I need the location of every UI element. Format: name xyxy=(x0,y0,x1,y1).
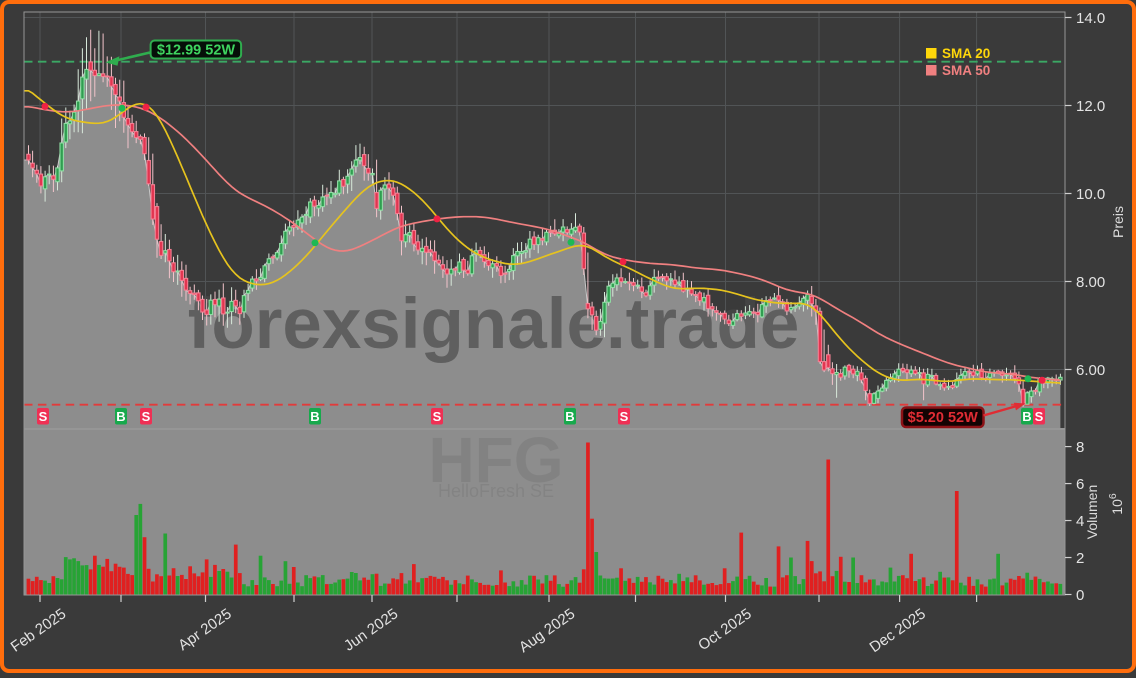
svg-text:SMA 20: SMA 20 xyxy=(942,46,990,61)
svg-text:S: S xyxy=(1035,409,1044,424)
svg-text:6: 6 xyxy=(1076,476,1084,493)
svg-text:6.00: 6.00 xyxy=(1076,362,1105,379)
svg-text:8: 8 xyxy=(1076,439,1084,456)
svg-text:B: B xyxy=(1022,409,1031,424)
svg-text:Volumen: Volumen xyxy=(1084,485,1100,539)
svg-text:10.0: 10.0 xyxy=(1076,186,1105,203)
svg-text:B: B xyxy=(310,409,319,424)
svg-text:S: S xyxy=(620,409,629,424)
svg-text:$12.99 52W: $12.99 52W xyxy=(157,43,236,59)
svg-text:S: S xyxy=(433,409,442,424)
svg-text:B: B xyxy=(565,409,574,424)
svg-text:HFG: HFG xyxy=(428,424,563,496)
svg-text:8.00: 8.00 xyxy=(1076,274,1105,291)
svg-text:Preis: Preis xyxy=(1110,206,1126,238)
svg-text:2: 2 xyxy=(1076,550,1084,567)
svg-text:$5.20 52W: $5.20 52W xyxy=(908,410,978,426)
svg-text:HelloFresh SE: HelloFresh SE xyxy=(438,481,554,501)
svg-text:S: S xyxy=(142,409,151,424)
svg-text:SMA 50: SMA 50 xyxy=(942,63,990,78)
svg-text:0: 0 xyxy=(1076,587,1084,604)
svg-text:B: B xyxy=(116,409,125,424)
svg-text:forexsignale.trade: forexsignale.trade xyxy=(188,285,800,364)
svg-text:14.0: 14.0 xyxy=(1076,10,1105,27)
svg-text:4: 4 xyxy=(1076,513,1084,530)
svg-text:S: S xyxy=(39,409,48,424)
svg-text:12.0: 12.0 xyxy=(1076,98,1105,115)
